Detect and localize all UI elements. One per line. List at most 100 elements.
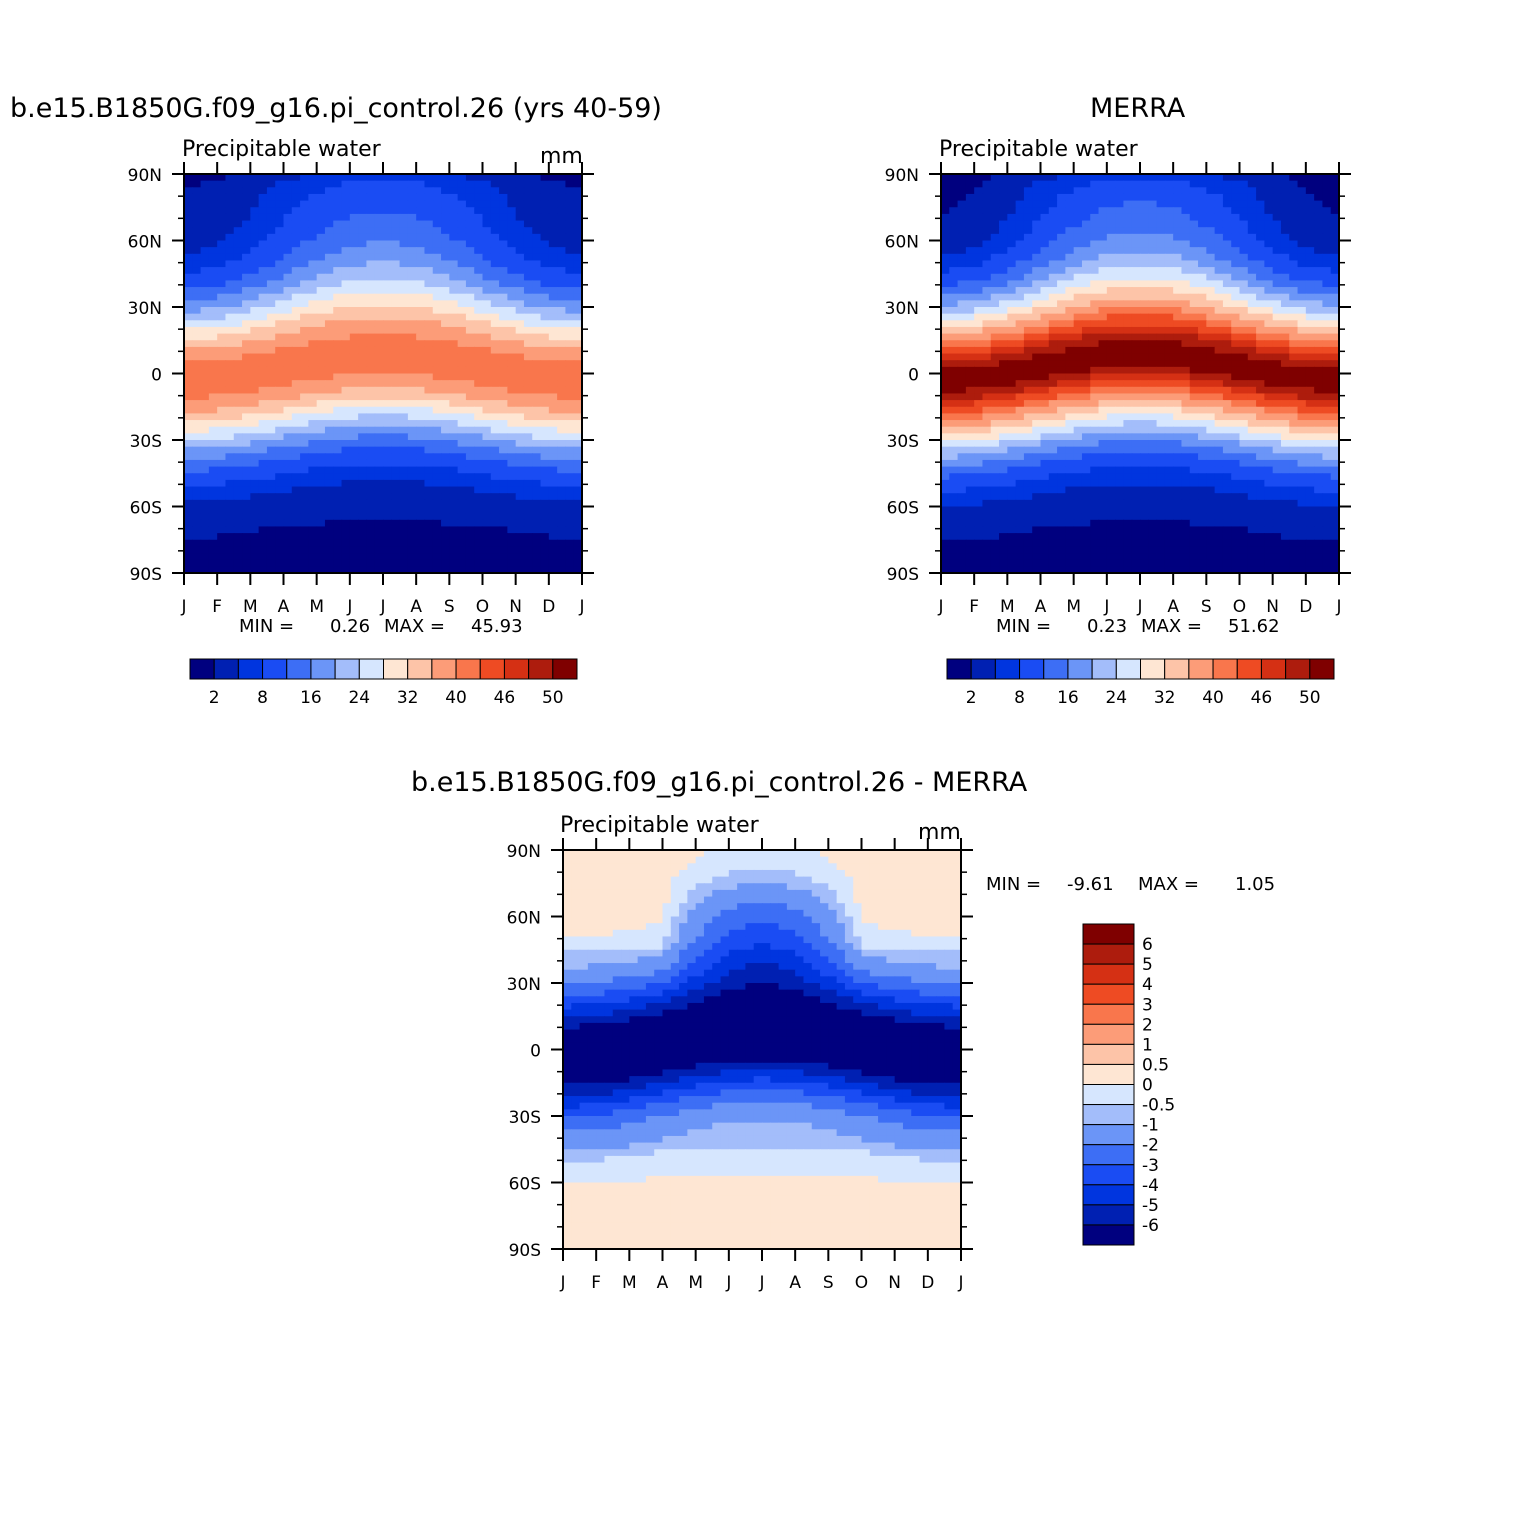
heatmap-cell [1065, 446, 1075, 454]
heatmap-cell [1264, 400, 1274, 408]
heatmap-cell [449, 513, 459, 521]
heatmap-cell [499, 240, 508, 248]
heatmap-cell [283, 220, 293, 228]
heatmap-cell [1247, 307, 1257, 315]
heatmap-cell [457, 453, 467, 461]
heatmap-cell [407, 453, 417, 461]
heatmap-cell [515, 220, 525, 228]
heatmap-cell [1239, 220, 1249, 228]
heatmap-cell [1148, 326, 1158, 335]
heatmap-cell [242, 386, 251, 395]
heatmap-cell [266, 180, 276, 188]
heatmap-cell [208, 220, 218, 228]
heatmap-cell [457, 526, 467, 534]
heatmap-cell [1040, 380, 1050, 388]
heatmap-cell [1123, 293, 1133, 301]
heatmap-cell [1214, 346, 1224, 355]
heatmap-cell [233, 400, 243, 408]
heatmap-cell [266, 479, 276, 488]
heatmap-cell [242, 207, 251, 215]
heatmap-cell [441, 546, 450, 554]
heatmap-cell [349, 440, 359, 448]
heatmap-cell [416, 513, 426, 521]
heatmap-cell [192, 453, 202, 461]
heatmap-cell [540, 466, 550, 474]
heatmap-cell [1206, 240, 1216, 248]
heatmap-cell [407, 227, 417, 235]
heatmap-cell [349, 193, 359, 202]
heatmap-cell [465, 346, 475, 355]
heatmap-cell [1048, 406, 1058, 414]
heatmap-cell [1032, 333, 1042, 341]
heatmap-cell [1214, 426, 1224, 434]
heatmap-cell [192, 307, 202, 315]
heatmap-cell [291, 220, 301, 228]
heatmap-cell [449, 200, 459, 208]
heatmap-cell [283, 446, 293, 454]
heatmap-cell [242, 400, 251, 408]
heatmap-cell [250, 386, 260, 395]
heatmap-cell [1148, 366, 1158, 375]
heatmap-cell [1305, 313, 1315, 321]
heatmap-cell [217, 426, 227, 434]
heatmap-cell [424, 213, 434, 222]
heatmap-cell [291, 493, 301, 501]
heatmap-cell [208, 406, 218, 414]
heatmap-cell [573, 253, 583, 262]
heatmap-cell [358, 493, 368, 501]
heatmap-cell [565, 193, 575, 202]
heatmap-cell [374, 473, 384, 481]
heatmap-cell [283, 300, 293, 308]
heatmap-cell [441, 366, 450, 375]
heatmap-cell [1081, 253, 1091, 262]
heatmap-cell [573, 486, 583, 494]
heatmap-cell [184, 526, 193, 534]
heatmap-cell [1023, 193, 1033, 202]
heatmap-cell [1131, 320, 1141, 328]
heatmap-cell [490, 227, 500, 235]
heatmap-cell [316, 493, 326, 501]
heatmap-cell [266, 346, 276, 355]
heatmap-cell [283, 366, 293, 375]
heatmap-cell [1115, 260, 1125, 268]
heatmap-cell [1322, 360, 1332, 368]
heatmap-cell [184, 180, 193, 188]
heatmap-cell [974, 180, 984, 188]
heatmap-cell [1330, 340, 1340, 348]
heatmap-cell [316, 207, 326, 215]
heatmap-cell [1264, 287, 1274, 295]
heatmap-cell [333, 533, 343, 541]
heatmap-cell [192, 380, 202, 388]
heatmap-cell [1057, 300, 1066, 308]
heatmap-cell [366, 426, 376, 434]
heatmap-cell [457, 313, 467, 321]
heatmap-cell [573, 220, 583, 228]
heatmap-cell [1297, 300, 1307, 308]
heatmap-cell [499, 559, 508, 567]
heatmap-cell [999, 373, 1008, 381]
heatmap-cell [999, 333, 1008, 341]
heatmap-cell [242, 526, 251, 534]
heatmap-cell [424, 267, 434, 275]
heatmap-cell [225, 499, 235, 508]
heatmap-cell [424, 207, 434, 215]
heatmap-cell [548, 400, 558, 408]
heatmap-cell [275, 380, 285, 388]
heatmap-cell [349, 333, 359, 341]
heatmap-cell [200, 513, 210, 521]
heatmap-cell [441, 233, 450, 242]
heatmap-cell [358, 466, 368, 474]
heatmap-cell [573, 506, 583, 514]
heatmap-cell [184, 499, 193, 508]
heatmap-cell [366, 366, 376, 375]
heatmap-cell [349, 380, 359, 388]
heatmap-cell [308, 360, 318, 368]
heatmap-cell [465, 433, 475, 441]
x-tick-label: J [180, 597, 186, 617]
heatmap-cell [540, 240, 550, 248]
heatmap-cell [1023, 313, 1033, 321]
heatmap-cell [383, 486, 392, 494]
heatmap-cell [432, 220, 442, 228]
heatmap-cell [1023, 413, 1033, 421]
heatmap-cell [499, 400, 508, 408]
